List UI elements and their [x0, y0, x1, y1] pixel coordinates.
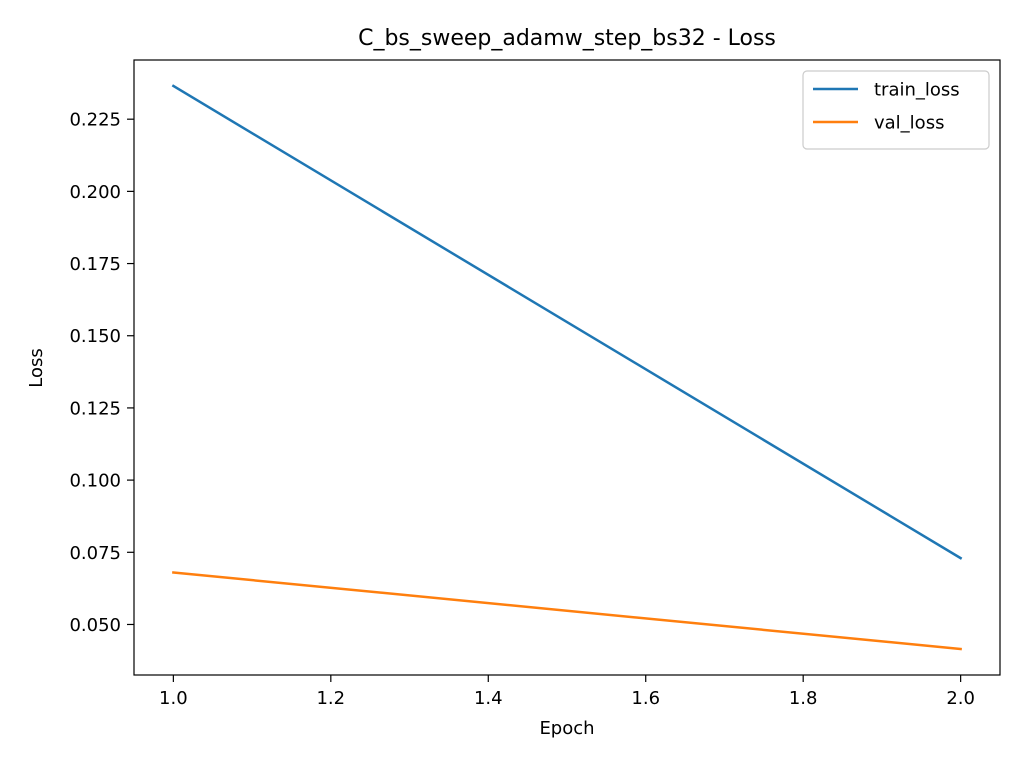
y-axis: 0.050 0.075 0.100 0.125 0.150 0.175 0.200 0.225: [69, 110, 134, 636]
x-tick-label: 1.6: [631, 688, 660, 709]
y-tick-label: 0.225: [69, 110, 121, 131]
legend-label-val_loss: val_loss: [874, 113, 944, 134]
y-tick-label: 0.125: [69, 398, 121, 419]
x-tick-label: 1.8: [789, 688, 818, 709]
axes-frame: [133, 59, 1001, 676]
legend: train_loss val_loss: [802, 70, 990, 150]
x-tick-label: 1.0: [159, 688, 188, 709]
y-tick-label: 0.150: [69, 326, 121, 347]
x-axis-label: Epoch: [539, 718, 594, 739]
y-tick-label: 0.200: [69, 182, 121, 203]
y-axis-label: Loss: [26, 348, 47, 387]
y-tick-label: 0.050: [69, 615, 121, 636]
series-line-train_loss: [171, 84, 963, 560]
legend-label-train_loss: train_loss: [874, 80, 960, 101]
legend-box: [802, 70, 990, 150]
plot-area: [133, 59, 1001, 676]
y-tick-label: 0.075: [69, 543, 121, 564]
x-tick-label: 2.0: [946, 688, 975, 709]
chart-title: C_bs_sweep_adamw_step_bs32 - Loss: [358, 26, 776, 51]
series-line-val_loss: [172, 571, 962, 651]
y-tick-label: 0.100: [69, 471, 121, 492]
y-tick-label: 0.175: [69, 254, 121, 275]
x-axis: 1.0 1.2 1.4 1.6 1.8 2.0: [159, 675, 975, 709]
x-tick-label: 1.2: [316, 688, 345, 709]
x-tick-label: 1.4: [474, 688, 503, 709]
